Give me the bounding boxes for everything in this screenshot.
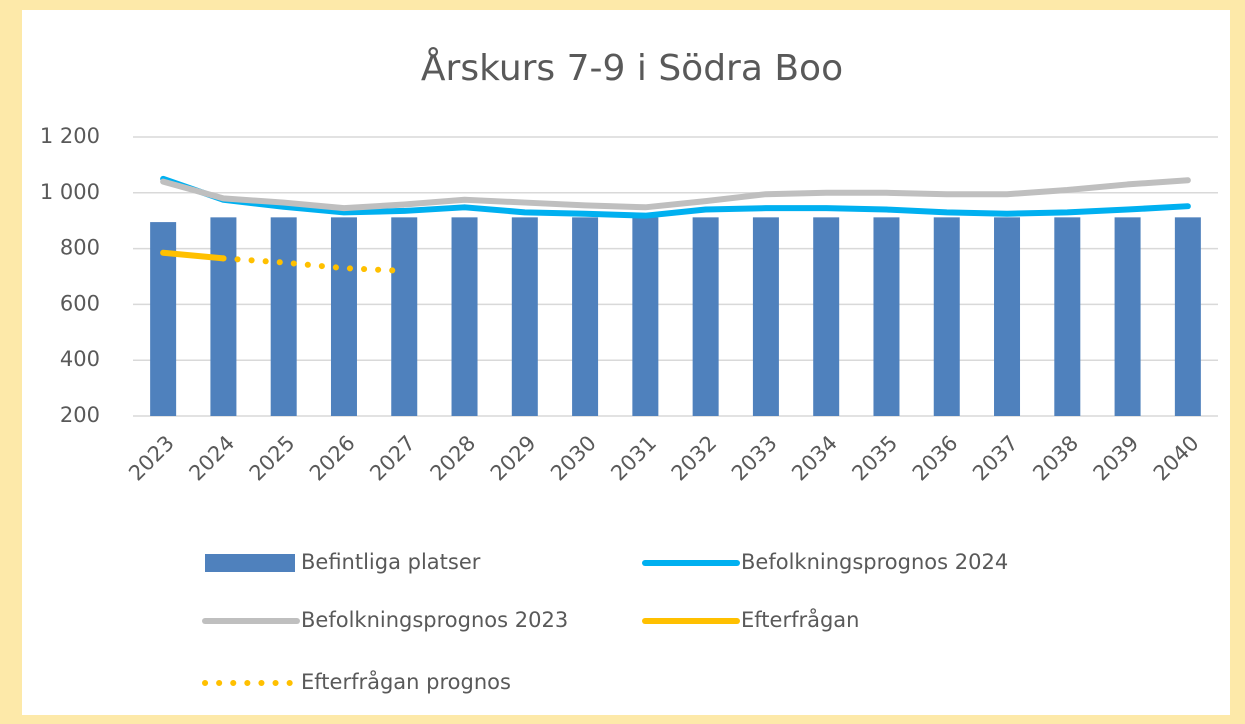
legend-swatch — [205, 554, 295, 572]
bar — [692, 217, 719, 416]
y-tick-label: 200 — [60, 403, 100, 427]
y-tick-label: 600 — [60, 291, 100, 315]
y-tick-label: 400 — [60, 347, 100, 371]
bar — [572, 217, 599, 416]
bar — [813, 217, 840, 416]
legend-label: Efterfrågan prognos — [301, 669, 511, 694]
bar — [210, 217, 237, 416]
line-series — [220, 255, 408, 274]
line-series — [160, 177, 1191, 212]
line-series — [160, 175, 1191, 219]
legend-label: Befolkningsprognos 2023 — [301, 608, 568, 632]
legend-label: Befolkningsprognos 2024 — [741, 550, 1008, 574]
bar — [752, 217, 779, 416]
bar — [330, 217, 357, 416]
y-tick-label: 1 000 — [40, 180, 100, 204]
bar — [270, 217, 297, 416]
bar — [1114, 217, 1141, 416]
legend-label: Befintliga platser — [301, 550, 481, 574]
legend-label: Efterfrågan — [741, 607, 859, 632]
chart-area — [22, 10, 1230, 715]
bar — [994, 217, 1021, 416]
bar — [391, 217, 418, 416]
bar — [451, 217, 478, 416]
bar — [511, 217, 538, 416]
line-series — [160, 249, 227, 262]
bar — [1174, 217, 1201, 416]
bar — [632, 217, 659, 416]
chart-title: Årskurs 7-9 i Södra Boo — [421, 46, 843, 89]
y-tick-label: 800 — [60, 236, 100, 260]
bar — [873, 217, 900, 416]
y-tick-label: 1 200 — [40, 124, 100, 148]
bar — [933, 217, 960, 416]
bar — [1054, 217, 1081, 416]
